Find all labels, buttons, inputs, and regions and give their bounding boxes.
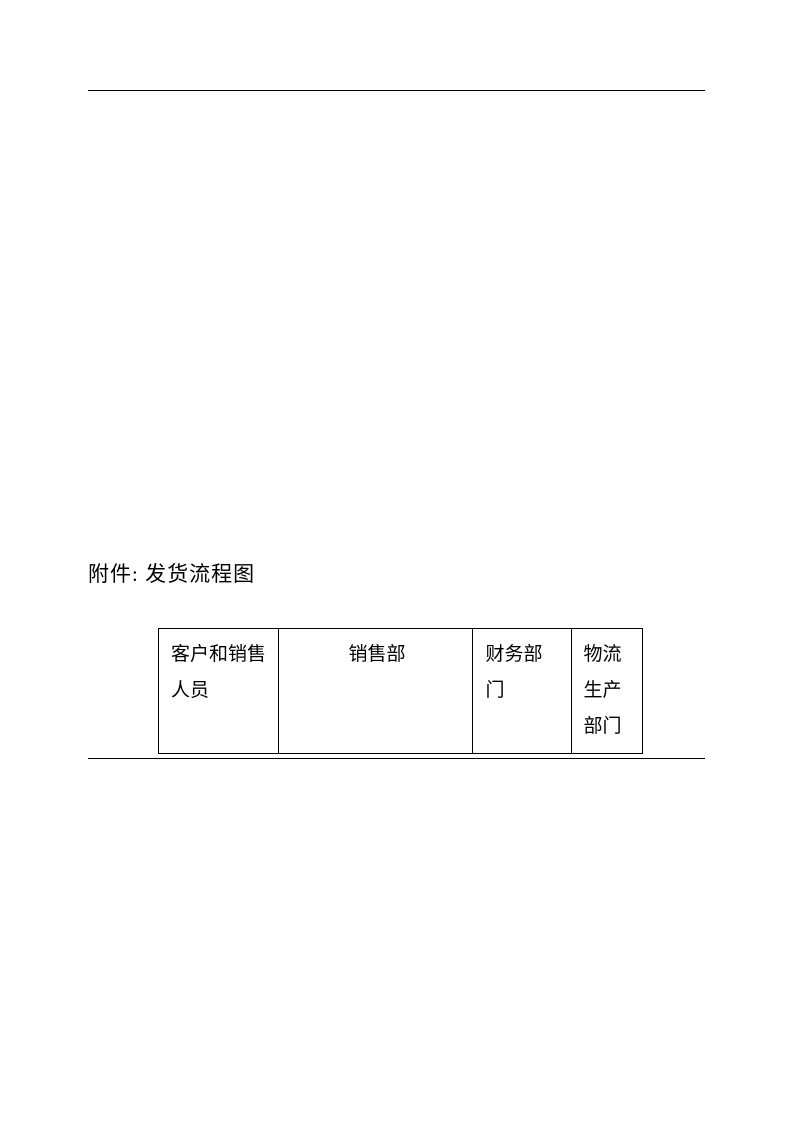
flow-table-wrapper: 客户和销售人员 销售部 财务部门 物流生产部门 — [158, 628, 643, 754]
attachment-heading: 附件: 发货流程图 — [88, 558, 705, 588]
page-container: 附件: 发货流程图 客户和销售人员 销售部 财务部门 物流生产部门 — [0, 0, 793, 1122]
column-header-logistics-dept: 物流生产部门 — [571, 629, 643, 754]
column-header-finance-dept: 财务部门 — [473, 629, 571, 754]
bottom-horizontal-rule — [88, 758, 705, 759]
table-header-row: 客户和销售人员 销售部 财务部门 物流生产部门 — [159, 629, 643, 754]
column-header-customer-sales: 客户和销售人员 — [159, 629, 279, 754]
top-horizontal-rule — [88, 90, 705, 91]
column-header-sales-dept: 销售部 — [279, 629, 473, 754]
flow-chart-table: 客户和销售人员 销售部 财务部门 物流生产部门 — [158, 628, 643, 754]
